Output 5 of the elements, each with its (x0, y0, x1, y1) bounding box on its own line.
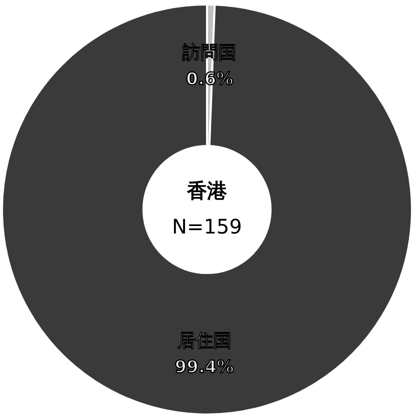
slice-label: 居住国 (176, 330, 232, 352)
data-label: 99.4% (174, 358, 234, 378)
text: 香港 (186, 178, 228, 202)
text: N=159 (172, 214, 242, 238)
donut-slice (1, 4, 413, 416)
